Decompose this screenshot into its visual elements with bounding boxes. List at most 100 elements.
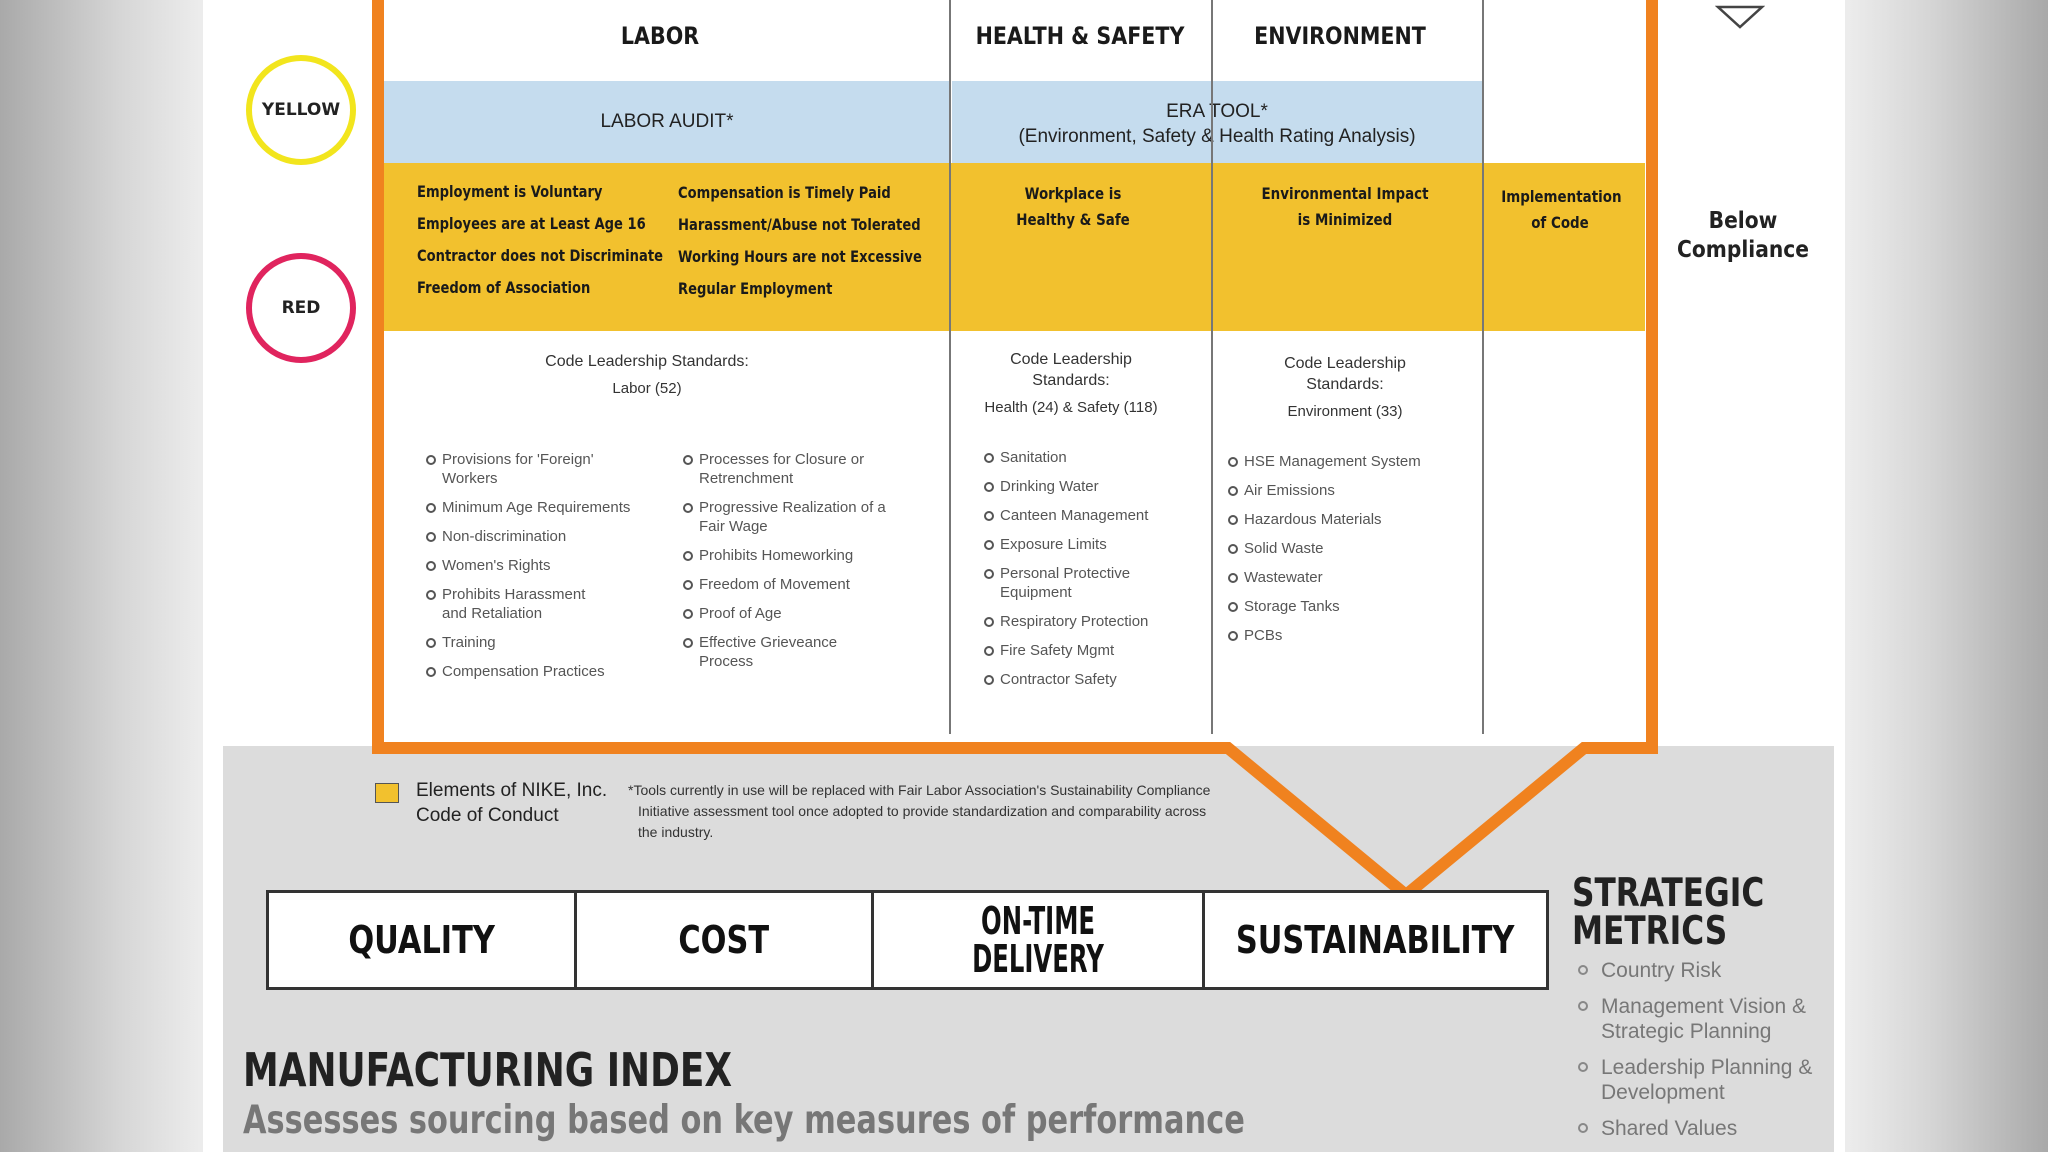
labor-standards-list-1: Provisions for 'Foreign' Workers Minimum…	[426, 450, 646, 691]
list-item: Exposure Limits	[984, 535, 1184, 554]
list-item: PCBs	[1228, 626, 1448, 645]
header-health-safety: HEALTH & SAFETY	[975, 22, 1185, 50]
era-tool-title: ERA TOOL*	[1166, 101, 1268, 122]
list-item: Fire Safety Mgmt	[984, 641, 1184, 660]
list-item: Country Risk	[1578, 958, 1833, 983]
list-item: Canteen Management	[984, 506, 1184, 525]
labor-elements-col1: Employment is Voluntary Employees are at…	[417, 176, 663, 304]
env-standards-count: Environment (33)	[1287, 403, 1403, 420]
list-item: Wastewater	[1228, 568, 1448, 587]
implementation-line: of Code	[1531, 213, 1589, 232]
footnote: *Tools currently in use will be replaced…	[628, 780, 1210, 843]
manufacturing-index-subtitle: Assesses sourcing based on key measures …	[243, 1098, 1245, 1143]
implementation-element: Implementation of Code	[1501, 184, 1622, 236]
metric-on-time-delivery: ON-TIME DELIVERY	[871, 890, 1205, 990]
hs-standards-title: Code Leadership	[1010, 351, 1132, 368]
env-element-line: Environmental Impact	[1261, 184, 1429, 203]
hs-standards-count: Health (24) & Safety (118)	[984, 399, 1158, 416]
list-item: Leadership Planning & Development	[1578, 1055, 1833, 1105]
manufacturing-index-title: MANUFACTURING INDEX	[243, 1043, 733, 1097]
strategic-title-line: METRICS	[1572, 909, 1728, 954]
divider-hs-env	[1211, 0, 1213, 734]
hs-element: Workplace is Healthy & Safe	[986, 181, 1159, 233]
divider-labor-hs	[949, 0, 951, 734]
list-item: Effective Grieveance Process	[683, 633, 859, 671]
yellow-level-circle: YELLOW	[246, 55, 356, 165]
below-compliance-line: Below	[1708, 208, 1778, 234]
code-of-conduct-band	[384, 163, 1645, 331]
labor-element: Working Hours are not Excessive	[678, 247, 922, 266]
list-item: Sanitation	[984, 448, 1184, 467]
labor-element: Regular Employment	[678, 279, 833, 298]
labor-elements-col2: Compensation is Timely Paid Harassment/A…	[678, 177, 922, 305]
implementation-line: Implementation	[1501, 187, 1622, 206]
era-tool-subtitle: (Environment, Safety & Health Rating Ana…	[1018, 126, 1416, 147]
red-level-circle: RED	[246, 253, 356, 363]
labor-standards-count: Labor (52)	[612, 380, 682, 397]
labor-standards-list-2: Processes for Closure or Retrenchment Pr…	[683, 450, 893, 681]
list-item: Hazardous Materials	[1228, 510, 1448, 529]
strategic-title-line: STRATEGIC	[1572, 871, 1765, 916]
list-item: Storage Tanks	[1228, 597, 1448, 616]
swatch-label-line: Code of Conduct	[416, 805, 559, 826]
labor-standards-title: Code Leadership Standards:	[545, 353, 749, 370]
metric-quality: QUALITY	[266, 890, 577, 990]
env-standards-title: Code Leadership	[1284, 355, 1406, 372]
red-level-label: RED	[281, 298, 321, 318]
env-standards-heading: Code Leadership Standards: Environment (…	[1230, 353, 1460, 422]
list-item: Shared Values	[1578, 1116, 1833, 1141]
list-item: Respiratory Protection	[984, 612, 1184, 631]
labor-element: Compensation is Timely Paid	[678, 183, 891, 202]
footnote-line: the industry.	[638, 824, 714, 840]
list-item: Training	[426, 633, 646, 652]
list-item: Prohibits Homeworking	[683, 546, 893, 565]
list-item: Freedom of Movement	[683, 575, 893, 594]
labor-element: Harassment/Abuse not Tolerated	[678, 215, 921, 234]
env-standards-list: HSE Management System Air Emissions Haza…	[1228, 452, 1448, 655]
env-element-line: is Minimized	[1297, 210, 1393, 229]
labor-element: Contractor does not Discriminate	[417, 246, 664, 265]
metric-cost-label: COST	[678, 918, 770, 962]
hs-standards-heading: Code Leadership Standards: Health (24) &…	[960, 349, 1182, 418]
hs-element-line: Workplace is	[1024, 184, 1122, 203]
list-item: Non-discrimination	[426, 527, 646, 546]
code-of-conduct-swatch	[375, 783, 399, 803]
hs-element-line: Healthy & Safe	[1016, 210, 1130, 229]
list-item: Women's Rights	[426, 556, 646, 575]
env-element: Environmental Impact is Minimized	[1257, 181, 1433, 233]
metric-on-time-label: ON-TIME DELIVERY	[956, 902, 1121, 978]
list-item: Air Emissions	[1228, 481, 1448, 500]
header-environment: ENVIRONMENT	[1254, 22, 1426, 50]
divider-env-impl	[1482, 0, 1484, 734]
list-item: Solid Waste	[1228, 539, 1448, 558]
list-item: Management Vision & Strategic Planning	[1578, 994, 1833, 1044]
swatch-label-line: Elements of NIKE, Inc.	[416, 780, 608, 801]
labor-standards-heading: Code Leadership Standards: Labor (52)	[490, 351, 804, 399]
labor-element: Employment is Voluntary	[417, 182, 603, 201]
list-item: Personal Protective Equipment	[984, 564, 1150, 602]
labor-element: Employees are at Least Age 16	[417, 214, 646, 233]
down-triangle-icon	[1715, 5, 1765, 29]
hs-standards-list: Sanitation Drinking Water Canteen Manage…	[984, 448, 1184, 699]
labor-audit-band: LABOR AUDIT*	[384, 81, 950, 163]
strategic-metrics-title: STRATEGIC METRICS	[1572, 871, 1765, 954]
metric-sustainability: SUSTAINABILITY	[1202, 890, 1549, 990]
era-tool-band: ERA TOOL* (Environment, Safety & Health …	[952, 81, 1482, 163]
hs-standards-title: Standards:	[1032, 372, 1110, 389]
list-item: Provisions for 'Foreign' Workers	[426, 450, 646, 488]
list-item: Compensation Practices	[426, 662, 646, 681]
metric-on-time-line: DELIVERY	[972, 937, 1104, 981]
list-item: Prohibits Harassment and Retaliation	[426, 585, 602, 623]
list-item: Minimum Age Requirements	[426, 498, 646, 517]
metric-sustainability-label: SUSTAINABILITY	[1236, 918, 1515, 962]
list-item: Proof of Age	[683, 604, 893, 623]
list-item: HSE Management System	[1228, 452, 1448, 471]
list-item: Drinking Water	[984, 477, 1184, 496]
labor-element: Freedom of Association	[417, 278, 591, 297]
strategic-metrics-list: Country Risk Management Vision & Strateg…	[1578, 958, 1833, 1152]
footnote-line: Initiative assessment tool once adopted …	[638, 803, 1207, 819]
below-compliance-label: Below Compliance	[1670, 207, 1816, 265]
below-compliance-line: Compliance	[1676, 237, 1809, 263]
metric-quality-label: QUALITY	[348, 918, 495, 962]
swatch-label: Elements of NIKE, Inc. Code of Conduct	[416, 778, 607, 828]
